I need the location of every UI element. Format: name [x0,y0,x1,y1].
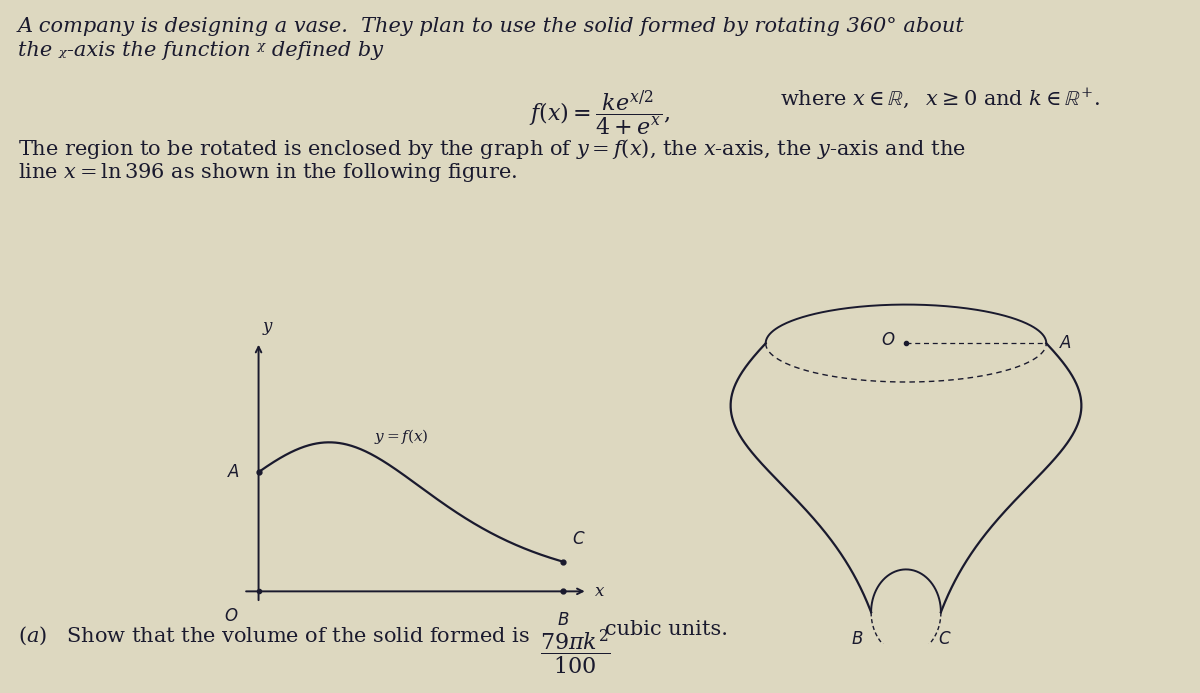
Text: $y$: $y$ [262,320,274,337]
Text: A company is designing a vase.  They plan to use the solid formed by rotating 36: A company is designing a vase. They plan… [18,17,965,36]
Text: $A$: $A$ [227,464,240,481]
Text: $C$: $C$ [572,531,586,548]
Text: $(a)$   Show that the volume of the solid formed is: $(a)$ Show that the volume of the solid … [18,625,530,647]
Text: line $x = \ln 396$ as shown in the following figure.: line $x = \ln 396$ as shown in the follo… [18,161,517,184]
Text: where $x \in \mathbb{R},\ \ x \geq 0$ and $k \in \mathbb{R}^{+}$.: where $x \in \mathbb{R},\ \ x \geq 0$ an… [780,86,1100,109]
Text: $y = f(x)$: $y = f(x)$ [374,427,428,446]
Text: $B$: $B$ [851,631,863,648]
Text: $O$: $O$ [881,332,895,349]
Text: the ᵪ-axis the function ᵡ defined by: the ᵪ-axis the function ᵡ defined by [18,41,383,60]
Text: $B$: $B$ [557,612,569,629]
Text: $f(x) = \dfrac{ke^{x/2}}{4+e^{x}},$: $f(x) = \dfrac{ke^{x/2}}{4+e^{x}},$ [529,89,671,138]
Text: $x$: $x$ [594,583,605,600]
Text: The region to be rotated is enclosed by the graph of $y = f(x)$, the $x$-axis, t: The region to be rotated is enclosed by … [18,137,966,161]
Text: $A$: $A$ [1058,335,1072,352]
Text: $C$: $C$ [937,631,952,648]
Text: $O$: $O$ [224,608,239,624]
Text: cubic units.: cubic units. [605,620,728,639]
Text: $\dfrac{79\pi k^{2}}{100}$: $\dfrac{79\pi k^{2}}{100}$ [540,628,611,677]
